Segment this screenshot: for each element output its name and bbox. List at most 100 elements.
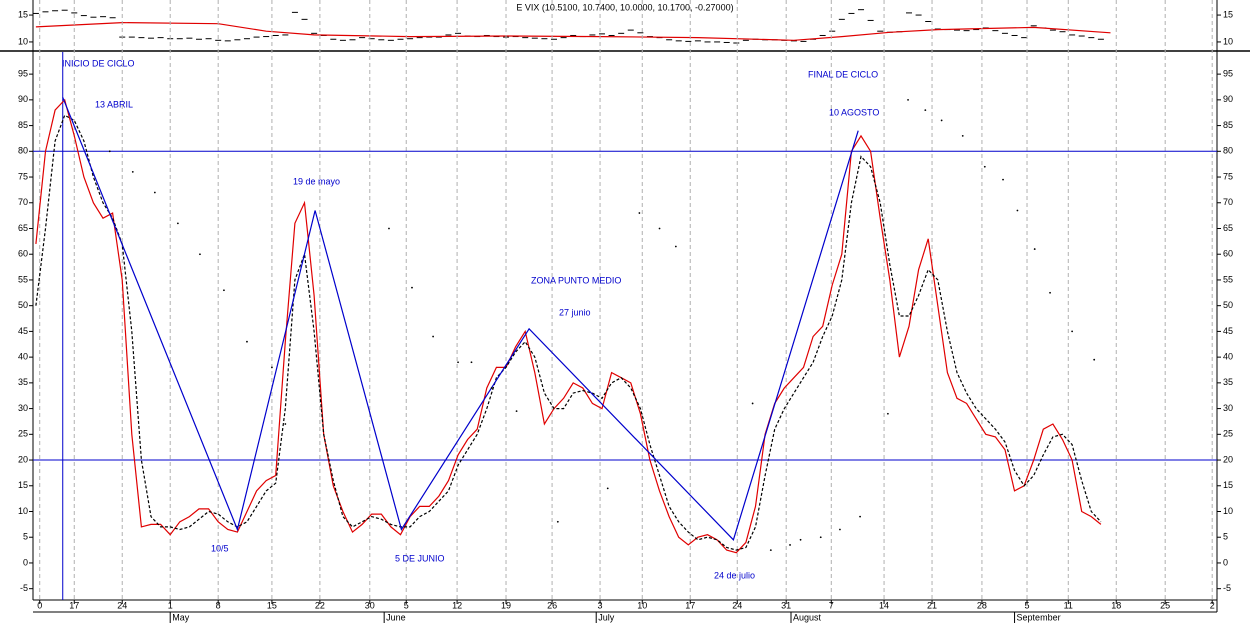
annotation: ZONA PUNTO MEDIO (531, 275, 621, 285)
y-tick-label: 95 (1223, 69, 1233, 79)
dot (271, 366, 273, 369)
y-tick-label: -5 (1223, 583, 1231, 593)
y-tick-label: 50 (18, 300, 28, 310)
dot (515, 410, 518, 413)
y-tick-label: 90 (1223, 94, 1233, 104)
dot (176, 222, 179, 225)
x-tick-label: 5 (1025, 600, 1030, 610)
series-line (62, 97, 859, 541)
dot (769, 549, 772, 551)
x-tick-label: 30 (365, 600, 375, 610)
y-tick-label: 5 (23, 532, 28, 542)
x-tick-label: 1 (168, 600, 173, 610)
annotation: FINAL DE CICLO (808, 69, 878, 79)
dot (131, 170, 134, 173)
dot (789, 544, 791, 546)
y-tick-label: 40 (18, 352, 28, 362)
y-tick-label: 35 (18, 377, 28, 387)
dot (658, 227, 661, 230)
y-tick-label: 70 (18, 197, 28, 207)
x-tick-label: 3 (598, 600, 603, 610)
y-tick-label: 20 (1223, 454, 1233, 464)
y-tick-label: 45 (18, 326, 28, 336)
y-tick-label: 60 (18, 249, 28, 259)
x-tick-label: 17 (69, 600, 79, 610)
x-tick-label: 22 (315, 600, 325, 610)
x-tick-label: 24 (117, 600, 127, 610)
dot (284, 423, 287, 425)
dot (388, 227, 390, 230)
dot (924, 109, 927, 112)
y-tick-label: 30 (1223, 403, 1233, 413)
x-tick-label: 24 (732, 600, 742, 610)
series-line (35, 21, 1111, 41)
month-label: May (172, 612, 190, 622)
dot (1071, 330, 1074, 333)
dot (799, 538, 802, 541)
y-tick-label: 55 (18, 274, 28, 284)
y-tick-label: 90 (18, 94, 28, 104)
y-tick-label: 10 (18, 36, 28, 46)
annotation: 10 AGOSTO (829, 107, 879, 117)
dot (1049, 291, 1051, 294)
y-tick-label: 35 (1223, 377, 1233, 387)
y-tick-label: 0 (23, 557, 28, 567)
y-tick-label: 10 (1223, 506, 1233, 516)
dot (1016, 209, 1019, 212)
dot (638, 212, 641, 214)
vix-title: E VIX (10.5100, 10.7400, 10.0000, 10.170… (516, 2, 733, 12)
y-tick-label: 70 (1223, 197, 1233, 207)
x-tick-label: 15 (267, 600, 277, 610)
dot (859, 515, 861, 518)
y-tick-label: 80 (1223, 146, 1233, 156)
y-tick-label: 10 (1223, 36, 1233, 46)
dot (1033, 248, 1036, 250)
dot (199, 253, 201, 256)
y-tick-label: 25 (18, 429, 28, 439)
month-label: September (1017, 612, 1061, 622)
dot (983, 165, 986, 168)
y-tick-label: 65 (18, 223, 28, 233)
dot (674, 245, 677, 248)
dot (470, 361, 473, 364)
dot (556, 520, 559, 523)
dot (961, 134, 964, 137)
annotation: 5 DE JUNIO (395, 553, 445, 563)
dot (490, 387, 493, 389)
y-tick-label: 75 (18, 171, 28, 181)
dot (1002, 178, 1004, 181)
series-line (35, 114, 1102, 551)
y-tick-label: 15 (1223, 480, 1233, 490)
x-tick-label: 2 (1210, 600, 1215, 610)
dot (819, 536, 822, 539)
y-tick-label: 85 (18, 120, 28, 130)
y-tick-label: 85 (1223, 120, 1233, 130)
y-tick-label: 55 (1223, 274, 1233, 284)
dot (432, 335, 435, 338)
x-tick-label: 26 (547, 600, 557, 610)
x-tick-label: 11 (1064, 600, 1073, 610)
annotation: 24 de julio (714, 570, 755, 580)
dot (1093, 358, 1096, 361)
dot (153, 191, 156, 194)
y-tick-label: 60 (1223, 249, 1233, 259)
month-label: August (793, 612, 822, 622)
annotation: 13 ABRIL (95, 99, 133, 109)
x-tick-label: 12 (452, 600, 462, 610)
y-tick-label: 10 (18, 506, 28, 516)
dot (457, 361, 459, 364)
dot (223, 289, 225, 292)
y-tick-label: 40 (1223, 352, 1233, 362)
month-label: June (386, 612, 406, 622)
y-tick-label: 25 (1223, 429, 1233, 439)
y-tick-label: 15 (18, 9, 28, 19)
dot (108, 150, 111, 153)
y-tick-label: 95 (18, 69, 28, 79)
y-tick-label: 5 (1223, 532, 1228, 542)
y-tick-label: 0 (1223, 557, 1228, 567)
annotation: 27 junio (559, 307, 591, 317)
x-tick-label: 25 (1160, 600, 1170, 610)
y-tick-label: 50 (1223, 300, 1233, 310)
